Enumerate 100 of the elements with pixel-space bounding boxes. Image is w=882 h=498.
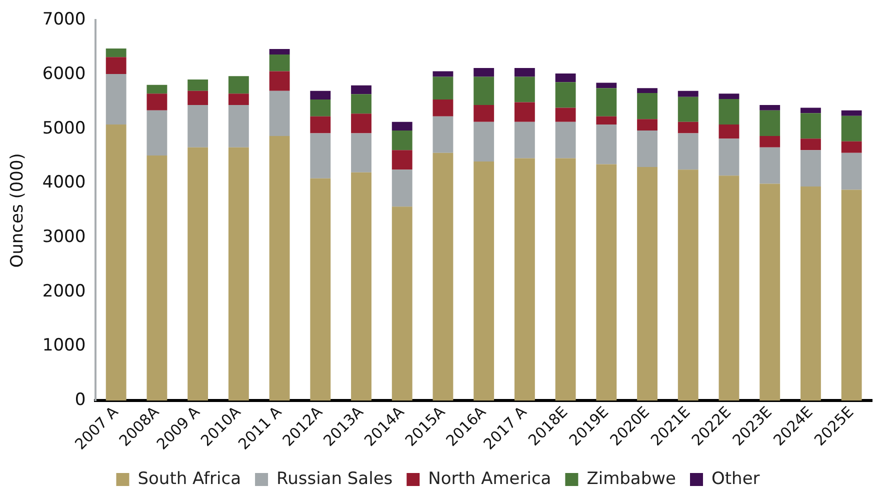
bar: [596, 124, 617, 164]
bar: [718, 99, 740, 125]
bar: [718, 124, 740, 139]
bar: [228, 104, 249, 148]
bar: [637, 166, 658, 401]
bar: [351, 114, 372, 134]
bar: [269, 54, 290, 72]
bar: [841, 116, 862, 142]
bar: [841, 110, 862, 116]
bar: [474, 104, 494, 122]
bar: [514, 158, 535, 401]
bar: [188, 104, 208, 148]
bar: [310, 116, 331, 134]
bar: [269, 71, 290, 91]
bar: [351, 133, 372, 172]
bar: [432, 100, 454, 116]
legend-label: Other: [712, 468, 760, 489]
bar: [432, 152, 454, 401]
bar: [146, 84, 168, 94]
bar: [310, 100, 331, 116]
bar: [474, 68, 494, 77]
y-axis-title: Ounces (000): [8, 153, 28, 268]
bar: [228, 94, 249, 105]
bar: [351, 94, 372, 114]
bar: [718, 138, 740, 176]
bar: [228, 147, 249, 401]
y-tick-label: 6000: [42, 64, 86, 84]
bar: [718, 94, 740, 100]
bar: [678, 90, 698, 97]
bar: [228, 76, 249, 94]
y-tick-label: 5000: [42, 118, 86, 138]
legend-label: Zimbabwe: [586, 468, 676, 489]
y-tick-label: 0: [74, 390, 86, 410]
bar: [841, 141, 862, 153]
bar: [310, 133, 331, 178]
bar: [146, 110, 168, 156]
bar: [555, 122, 576, 158]
bar: [596, 116, 617, 125]
bar: [760, 184, 780, 401]
bar: [514, 122, 535, 158]
bar: [514, 76, 535, 102]
bar: [555, 82, 576, 108]
bar: [678, 96, 698, 122]
bar: [474, 76, 494, 105]
legend-label: South Africa: [138, 468, 242, 489]
bar: [800, 138, 821, 150]
y-tick-label: 3000: [42, 227, 86, 248]
bar: [188, 147, 208, 401]
bar: [269, 90, 290, 136]
bar: [432, 116, 454, 153]
bar: [269, 49, 290, 54]
bar: [310, 178, 331, 401]
bar: [841, 152, 862, 190]
bar: [596, 82, 617, 88]
bar: [760, 104, 780, 110]
bar: [637, 130, 658, 167]
bar: [392, 130, 412, 150]
bar: [106, 57, 126, 74]
y-tick-label: 7000: [42, 10, 86, 30]
y-tick-label: 1000: [42, 336, 86, 356]
bar: [596, 164, 617, 401]
bar: [555, 158, 576, 401]
bar: [760, 110, 780, 136]
bar: [188, 90, 208, 105]
bar: [474, 162, 494, 401]
bar: [310, 90, 331, 100]
bar: [555, 108, 576, 122]
y-tick-label: 2000: [42, 281, 86, 302]
bar: [678, 170, 698, 401]
bar: [351, 85, 372, 94]
bar: [474, 122, 494, 162]
bar: [146, 94, 168, 110]
bar: [392, 122, 412, 131]
bar: [146, 156, 168, 401]
bar: [392, 150, 412, 170]
bar: [718, 176, 740, 401]
bar: [106, 74, 126, 125]
bar: [800, 186, 821, 401]
bar: [800, 150, 821, 187]
bar: [800, 108, 821, 114]
bar: [596, 88, 617, 116]
bar: [432, 71, 454, 77]
legend-label: North America: [428, 468, 552, 489]
bar: [637, 88, 658, 94]
bar: [678, 122, 698, 134]
bar: [637, 93, 658, 120]
bar: [351, 172, 372, 401]
bar: [106, 48, 126, 58]
y-tick-label: 4000: [42, 172, 86, 193]
bar: [800, 113, 821, 139]
bar: [514, 68, 535, 77]
bar: [392, 206, 412, 401]
bar: [555, 73, 576, 82]
bar: [637, 119, 658, 131]
bar: [392, 170, 412, 207]
bar: [269, 136, 290, 401]
bar: [760, 147, 780, 184]
bar: [432, 76, 454, 100]
bar: [678, 133, 698, 170]
bar: [841, 190, 862, 401]
